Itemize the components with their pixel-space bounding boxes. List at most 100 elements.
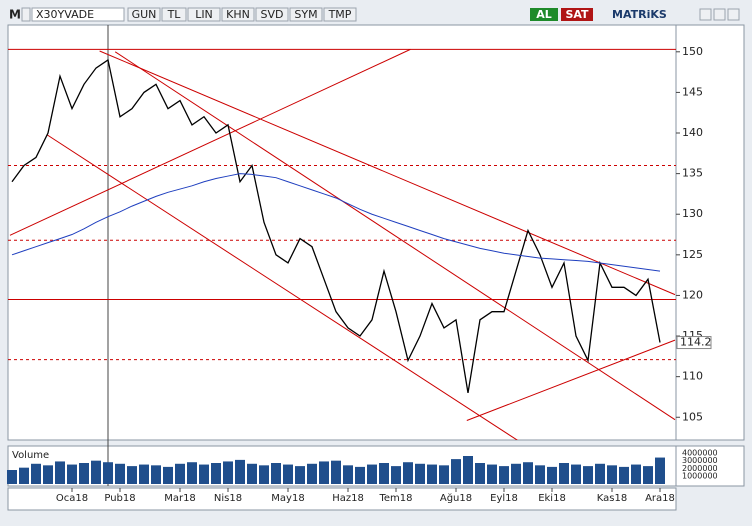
volume-bar xyxy=(655,457,665,484)
x-tick-label: Nis18 xyxy=(214,493,242,504)
volume-bar xyxy=(163,466,173,484)
x-tick-label: Oca18 xyxy=(56,493,88,504)
toolbar: M X30YVADE AL SAT MATRiKS GUN TL LIN KHN SVD… xyxy=(9,7,740,22)
toolbar-button[interactable] xyxy=(323,7,357,22)
series-line xyxy=(11,173,661,272)
volume-bar xyxy=(511,463,521,484)
volume-bar xyxy=(127,466,137,484)
volume-bar xyxy=(175,463,185,484)
volume-bar xyxy=(355,466,365,484)
volume-bar xyxy=(487,464,497,484)
y-tick-label: 120 xyxy=(682,288,703,301)
volume-tick-label: 2000000 xyxy=(682,464,718,473)
close[interactable] xyxy=(727,8,740,21)
x-tick-label: Eki18 xyxy=(538,493,566,504)
plot xyxy=(8,48,676,440)
y-tick-label: 130 xyxy=(682,207,703,220)
volume-bar xyxy=(43,465,53,484)
volume-bar xyxy=(271,463,281,484)
toolbar-button[interactable] xyxy=(161,7,187,22)
volume-bar xyxy=(403,462,413,484)
price-axis xyxy=(675,24,745,441)
maximize[interactable] xyxy=(713,8,726,21)
x-tick-label: Tem18 xyxy=(378,493,412,504)
volume-bar xyxy=(79,463,89,484)
volume-label: Volume xyxy=(12,450,49,461)
trend-line xyxy=(114,51,676,421)
volume-bar xyxy=(631,464,641,484)
x-tick-label: Ara18 xyxy=(645,493,675,504)
brand: MATRiKS xyxy=(612,8,667,21)
y-tick-label: 135 xyxy=(682,167,703,180)
volume-bar xyxy=(259,465,269,484)
toolbar-button-label: TL xyxy=(167,8,182,21)
volume-bar xyxy=(559,463,569,484)
volume-bar xyxy=(331,460,341,484)
toolbar-button-label: TMP xyxy=(328,8,352,21)
volume-bar xyxy=(319,461,329,484)
toolbar-button[interactable] xyxy=(187,7,221,22)
y-tick-label: 145 xyxy=(682,85,703,98)
price-panel xyxy=(7,24,677,441)
volume-bar xyxy=(31,463,41,484)
symbol: X30YVADE xyxy=(36,8,94,21)
volume-bar xyxy=(535,465,545,484)
buy-button[interactable] xyxy=(530,8,558,21)
volume-bar xyxy=(499,466,509,484)
sell-label: SAT xyxy=(565,8,589,21)
volume-bar xyxy=(451,459,461,484)
toolbar-button-label: KHN xyxy=(226,8,250,21)
volume-bar xyxy=(199,464,209,484)
volume-bar xyxy=(463,456,473,484)
toolbar-button-label: SVD xyxy=(261,8,284,21)
volume-bar xyxy=(439,465,449,484)
toolbar-button[interactable] xyxy=(127,7,161,22)
volume-bar xyxy=(223,461,233,484)
series-line xyxy=(11,58,661,394)
volume-tick-label: 1000000 xyxy=(682,472,718,481)
trend-line xyxy=(466,339,676,421)
last-price-label: 114.2 xyxy=(680,336,712,349)
symbol-box[interactable] xyxy=(31,7,125,22)
volume-bar xyxy=(571,464,581,484)
volume-bar xyxy=(583,466,593,484)
volume-bar xyxy=(283,464,293,484)
toolbar-button[interactable] xyxy=(289,7,323,22)
volume-bar xyxy=(547,466,557,484)
volume-tick-label: 3000000 xyxy=(682,456,718,465)
volume-bar xyxy=(391,466,401,484)
volume-bar xyxy=(415,463,425,484)
volume-tick-label: 4000000 xyxy=(682,448,718,457)
x-tick-label: Kas18 xyxy=(597,493,627,504)
logo: M xyxy=(9,8,21,22)
minimize[interactable] xyxy=(699,8,712,21)
volume-bar xyxy=(523,462,533,484)
volume-bar xyxy=(91,460,101,484)
sell-button[interactable] xyxy=(561,8,593,21)
volume-bar xyxy=(187,462,197,484)
volume-bar xyxy=(367,464,377,484)
trend-line xyxy=(99,50,676,296)
close-box[interactable] xyxy=(21,7,31,22)
time-axis xyxy=(7,487,677,511)
y-tick-label: 140 xyxy=(682,126,703,139)
volume-bar xyxy=(595,463,605,484)
volume-bar xyxy=(619,466,629,484)
volume-bar xyxy=(7,470,17,484)
volume-bar xyxy=(211,463,221,484)
volume-bar xyxy=(307,463,317,484)
buy-label: AL xyxy=(536,8,552,21)
toolbar-button-label: GUN xyxy=(132,8,157,21)
x-tick-label: Mar18 xyxy=(164,493,196,504)
toolbar-button-label: LIN xyxy=(195,8,213,21)
trend-line xyxy=(9,48,411,236)
volume-bar xyxy=(379,463,389,484)
volume-bar xyxy=(103,462,113,484)
volume-axis xyxy=(675,445,745,487)
toolbar-button-label: SYM xyxy=(294,8,317,21)
toolbar-button[interactable] xyxy=(221,7,255,22)
volume-bar xyxy=(607,465,617,484)
y-tick-label: 105 xyxy=(682,410,703,423)
toolbar-button[interactable] xyxy=(255,7,289,22)
